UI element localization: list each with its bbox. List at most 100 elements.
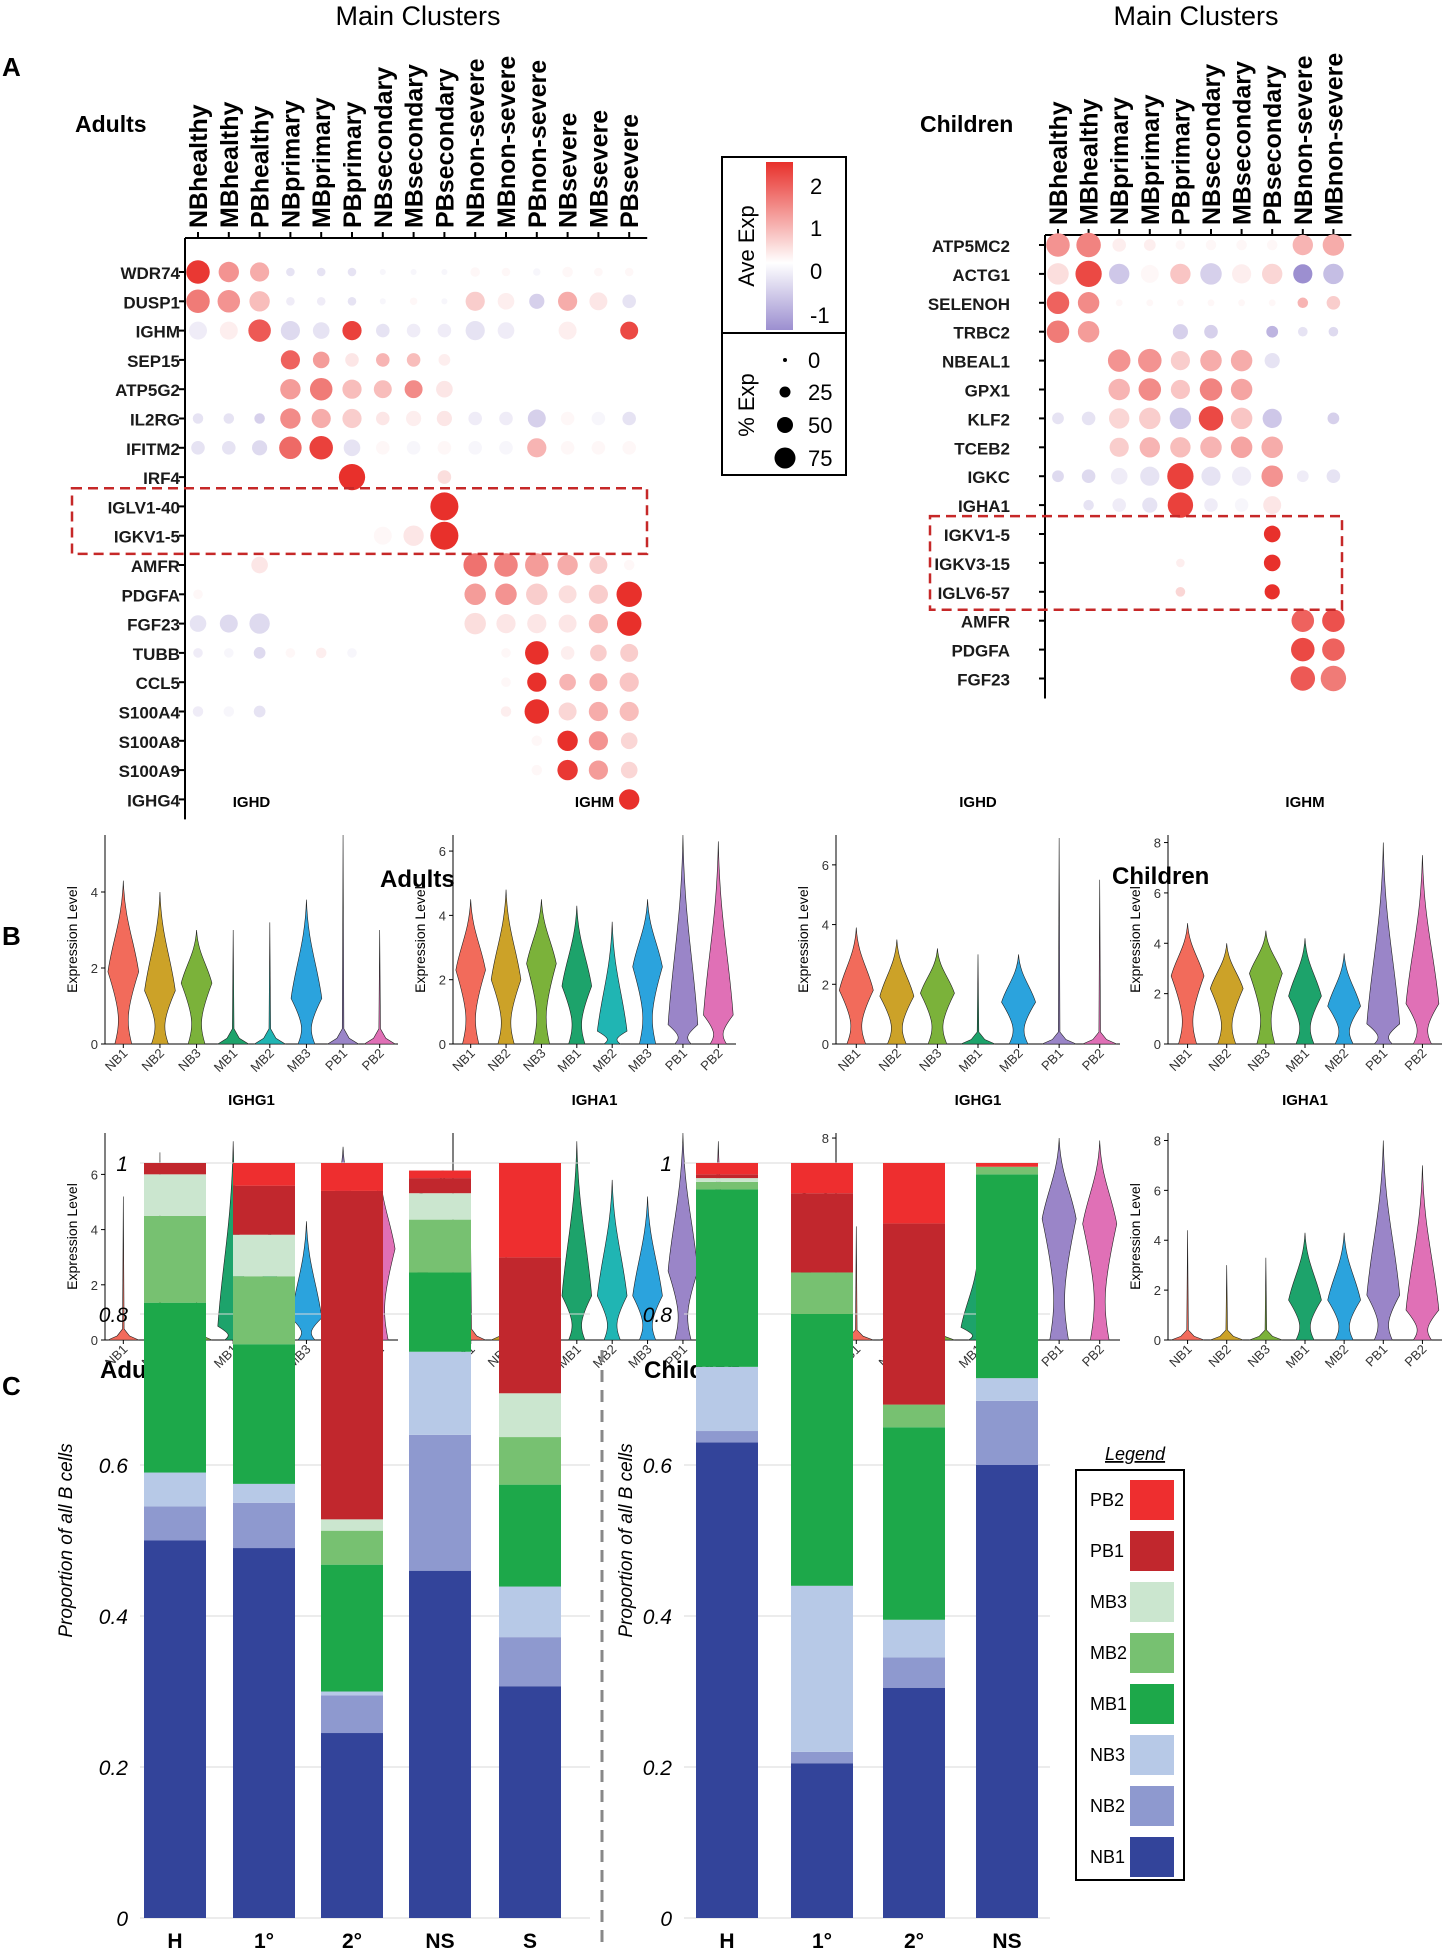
dotplot-dot xyxy=(193,648,203,658)
dotplot-dot xyxy=(1330,386,1337,393)
dotplot-dot xyxy=(1208,589,1214,595)
dotplot-dot xyxy=(1169,407,1192,430)
violin-x-label: MB1 xyxy=(1283,1046,1313,1076)
dotplot-dot xyxy=(195,474,201,480)
violin-x-label: NB2 xyxy=(875,1046,903,1074)
dotplot-dot xyxy=(430,492,459,521)
bar-y-tick-label: 0.2 xyxy=(643,1757,673,1780)
dotplot-dot xyxy=(495,583,517,606)
dotplot-dot xyxy=(1201,466,1221,486)
dotplot-gene-label: AMFR xyxy=(961,613,1010,632)
dotplot-dot xyxy=(589,673,608,692)
dotplot-cluster-label: PBnon-severe xyxy=(524,60,552,228)
dotplot-dot xyxy=(1269,646,1276,653)
bar-ylabel: Proportion of all B cells xyxy=(56,1443,77,1638)
dotplot-dot xyxy=(1085,560,1092,566)
violin-x-label: PB2 xyxy=(1079,1046,1107,1074)
bar-segment xyxy=(883,1223,945,1405)
violin-y-tick-label: 4 xyxy=(439,908,446,923)
dotplot-dot xyxy=(1112,238,1126,252)
dotplot-dot xyxy=(1238,589,1245,595)
bar-x-label: H xyxy=(719,1930,734,1948)
violin-x-label: NB1 xyxy=(835,1046,863,1074)
bar-segment xyxy=(144,1302,206,1473)
violin-x-label: NB3 xyxy=(520,1046,548,1074)
dotplot-dot xyxy=(622,441,636,455)
bar-segment xyxy=(321,1190,383,1520)
dotplot-dot xyxy=(1115,299,1123,307)
dotplot-dot xyxy=(1139,437,1160,458)
violin-x-label: NB3 xyxy=(1244,1342,1272,1370)
violin-x-label: NB2 xyxy=(139,1046,167,1074)
dotplot-dot xyxy=(347,677,357,687)
dotplot-dot xyxy=(379,268,386,276)
dotplot-dot xyxy=(527,672,547,692)
dotplot-dot xyxy=(1198,406,1224,431)
violin-shape xyxy=(632,1196,663,1341)
bar-segment xyxy=(144,1472,206,1507)
section-b-adults-heading: Adults xyxy=(380,866,455,893)
dotplot-dot xyxy=(470,677,480,687)
dotplot-dot xyxy=(533,796,540,803)
dotplot-dot xyxy=(1290,666,1316,691)
dotplot-dot xyxy=(219,614,238,633)
dotplot-gene-label: WDR74 xyxy=(120,264,180,283)
dotplot-dot xyxy=(441,796,448,803)
dotplot-dot xyxy=(286,677,295,687)
dotplot-cluster-label: PBsevere xyxy=(616,114,644,228)
dotplot-gene-label: FGF23 xyxy=(127,616,180,635)
bar-segment xyxy=(499,1586,561,1638)
dotplot-dot xyxy=(1322,638,1345,661)
dotplot-dot xyxy=(626,503,632,510)
legend-c-item-label: MB1 xyxy=(1090,1694,1127,1714)
violin-ylabel: Expression Level xyxy=(1127,886,1143,993)
dotplot-dot xyxy=(1269,675,1276,682)
dotplot-dot xyxy=(380,474,386,480)
dotplot-dot xyxy=(1139,407,1161,430)
bar-segment xyxy=(883,1687,945,1918)
dotplot-dot xyxy=(588,701,609,722)
bar-ylabel: Proportion of all B cells xyxy=(616,1443,637,1638)
violin-y-tick-label: 4 xyxy=(91,1223,98,1238)
violin-y-tick-label: 0 xyxy=(822,1037,829,1052)
dotplot-dot xyxy=(533,268,541,276)
dotplot-dot xyxy=(226,503,232,510)
dotplot-dot xyxy=(1107,349,1131,372)
dotplot-dot xyxy=(470,706,481,717)
dotplot-dot xyxy=(626,474,632,480)
section-b-children-heading: Children xyxy=(1112,863,1209,890)
dotplot-dot xyxy=(406,323,421,338)
bar-segment xyxy=(409,1178,471,1194)
dotplot-dot xyxy=(1138,348,1162,373)
dotplot-dot xyxy=(560,646,575,660)
dotplot-dot xyxy=(249,291,270,312)
dotplot-dot xyxy=(256,474,263,480)
dotplot-dot xyxy=(1146,646,1153,653)
dotplot-dot xyxy=(312,322,330,339)
dotplot-dot xyxy=(527,409,546,428)
legend-c-swatch xyxy=(1130,1480,1174,1520)
violin-y-tick-label: 8 xyxy=(1154,1133,1161,1148)
dotplot-dot xyxy=(1147,589,1153,595)
dotplot-dot xyxy=(194,532,202,540)
legend-pct-title: % Exp xyxy=(734,373,759,437)
legend-pct-tick-75: 75 xyxy=(808,446,832,471)
violin-x-label: MB2 xyxy=(247,1046,277,1076)
dotplot-gene-label: TRBC2 xyxy=(953,324,1010,343)
legend-c-item-label: NB1 xyxy=(1090,1847,1125,1867)
legend-ave-title: Ave Exp xyxy=(734,205,759,287)
dotplot-dot xyxy=(279,436,302,460)
violin-y-tick-label: 0 xyxy=(91,1037,98,1052)
dotplot-dot xyxy=(1140,466,1160,486)
dotplot-dot xyxy=(225,385,233,393)
violin-y-tick-label: 0 xyxy=(1154,1333,1161,1348)
bar-y-tick-label: 0.4 xyxy=(643,1606,672,1629)
bar-segment xyxy=(144,1163,206,1175)
bar-segment xyxy=(499,1393,561,1438)
dotplot-dot xyxy=(441,620,448,627)
dotplot-dot xyxy=(254,589,265,600)
violin-x-label: PB1 xyxy=(322,1046,350,1074)
violin-y-tick-label: 6 xyxy=(439,844,446,859)
legend-ave-tick-2: 2 xyxy=(810,174,822,199)
dotplot-cluster-label: MBprimary xyxy=(1137,94,1165,225)
